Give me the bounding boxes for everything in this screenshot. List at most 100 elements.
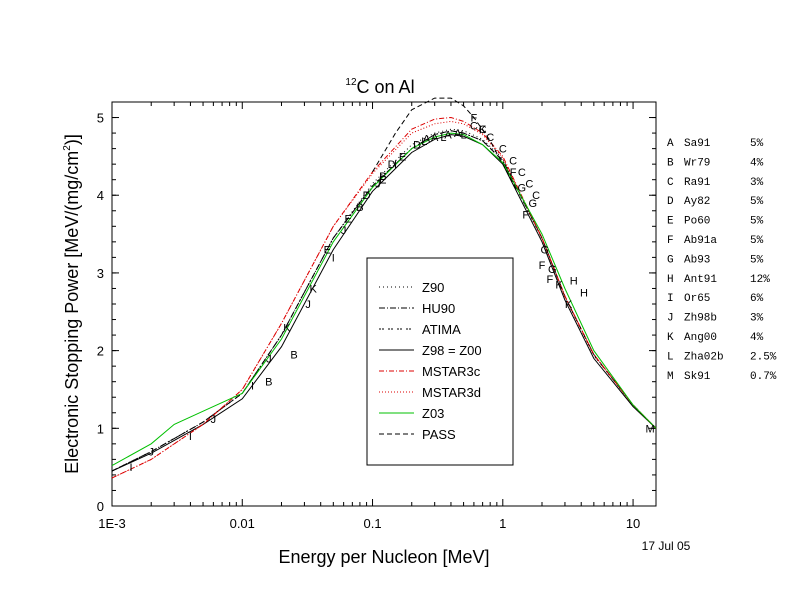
series-line-pass (372, 97, 519, 192)
data-point-c: C (518, 167, 526, 179)
data-point-f: F (510, 167, 517, 179)
x-axis: 1E-3 0.01 0.1 1 10 (98, 102, 640, 531)
reference-uncertainty: 6% (750, 293, 764, 305)
legend-label: Z98 = Z00 (422, 343, 482, 358)
data-point-l: L (421, 136, 427, 148)
reference-uncertainty: 3% (750, 313, 764, 325)
reference-letter: K (667, 332, 674, 344)
data-point-d: D (413, 140, 421, 152)
y-label-end: )] (62, 134, 82, 145)
data-point-g: G (540, 245, 549, 257)
reference-uncertainty: 5% (750, 196, 764, 208)
data-point-c: C (525, 179, 533, 191)
reference-uncertainty: 4% (750, 332, 764, 344)
data-point-k: K (309, 283, 317, 295)
reference-source: Sa91 (684, 138, 711, 150)
reference-letter: J (667, 313, 674, 325)
data-point-k: K (479, 124, 487, 136)
reference-letter: D (667, 196, 674, 208)
data-point-f: F (471, 113, 478, 125)
reference-uncertainty: 2.5% (750, 351, 777, 363)
data-point-c: C (486, 132, 494, 144)
data-point-l: L (440, 132, 446, 144)
reference-letter: G (667, 254, 674, 266)
legend-label: Z03 (422, 406, 444, 421)
data-point-i: I (130, 462, 133, 474)
reference-source: Zh98b (684, 313, 717, 325)
reference-letter: F (667, 235, 674, 247)
data-point-h: H (570, 276, 578, 288)
y-tick-label: 4 (97, 188, 104, 203)
reference-source: Or65 (684, 293, 710, 305)
data-point-l: L (461, 130, 467, 142)
data-point-c: C (470, 120, 478, 132)
data-point-i: I (251, 381, 254, 393)
data-point-j: J (211, 414, 217, 426)
data-point-e: E (344, 214, 351, 226)
y-label-superscript: 2 (62, 145, 73, 151)
data-point-j: J (341, 225, 347, 237)
reference-source: Ant91 (684, 274, 717, 286)
reference-uncertainty: 5% (750, 254, 764, 266)
data-point-i: I (332, 252, 335, 264)
reference-uncertainty: 5% (750, 235, 764, 247)
reference-list: A Sa91 5% B Wr79 4% C Ra91 3% D Ay82 5% E Po60 5% F Ab91… (667, 138, 777, 383)
reference-letter: L (667, 351, 674, 363)
reference-letter: H (667, 274, 674, 286)
data-point-j: J (305, 299, 311, 311)
series-lines (111, 97, 657, 479)
y-axis: 0 1 2 3 4 5 (97, 111, 656, 514)
data-point-m: M (645, 423, 654, 435)
reference-source: Wr79 (684, 157, 710, 169)
data-point-k: K (283, 322, 291, 334)
series-line-mstar3c (111, 116, 657, 479)
data-point-i: I (189, 431, 192, 443)
data-point-f: F (539, 260, 546, 272)
data-point-b: B (265, 377, 272, 389)
reference-source: Po60 (684, 216, 710, 228)
x-axis-label: Energy per Nucleon [MeV] (278, 547, 489, 567)
data-point-j: J (266, 353, 272, 365)
data-point-b: B (356, 202, 363, 214)
date-label: 17 Jul 05 (642, 539, 691, 553)
reference-letter: I (667, 293, 674, 305)
legend-label: MSTAR3d (422, 385, 481, 400)
series-line-atima (111, 130, 657, 472)
reference-source: Ab93 (684, 254, 710, 266)
chart-title: 12C on Al (345, 77, 414, 97)
y-tick-label: 3 (97, 266, 104, 281)
data-point-g: G (548, 264, 557, 276)
reference-letter: A (667, 138, 674, 150)
title-main: C on Al (357, 77, 415, 97)
reference-uncertainty: 5% (750, 138, 764, 150)
reference-source: Ra91 (684, 177, 711, 189)
y-label-main: Electronic Stopping Power [MeV/(mg/cm (62, 151, 82, 474)
legend: Z90 HU90 ATIMA Z98 = Z00 MSTAR3c MSTAR3d Z03 PA… (366, 257, 514, 466)
legend-label: HU90 (422, 301, 455, 316)
data-point-j: J (375, 179, 381, 191)
data-point-g: G (518, 182, 527, 194)
data-point-k: K (555, 280, 563, 292)
data-point-a: A (423, 134, 431, 146)
data-point-g: G (529, 198, 538, 210)
data-point-e: E (379, 175, 386, 187)
series-line-z98-z00 (111, 134, 657, 472)
x-tick-label: 0.1 (363, 516, 381, 531)
reference-source: Ab91a (684, 235, 717, 247)
title-superscript: 12 (345, 77, 357, 88)
data-point-c: C (532, 190, 540, 202)
data-point-a: A (454, 128, 462, 140)
reference-uncertainty: 5% (750, 216, 764, 228)
data-point-k: K (565, 299, 573, 311)
reference-uncertainty: 12% (750, 274, 770, 286)
y-tick-label: 1 (97, 421, 104, 436)
reference-uncertainty: 4% (750, 157, 764, 169)
data-point-c: C (509, 155, 517, 167)
y-tick-label: 0 (97, 499, 104, 514)
x-tick-label: 10 (626, 516, 640, 531)
reference-letter: C (667, 177, 674, 189)
series-line-z03 (111, 132, 657, 467)
data-point-a: A (431, 132, 439, 144)
